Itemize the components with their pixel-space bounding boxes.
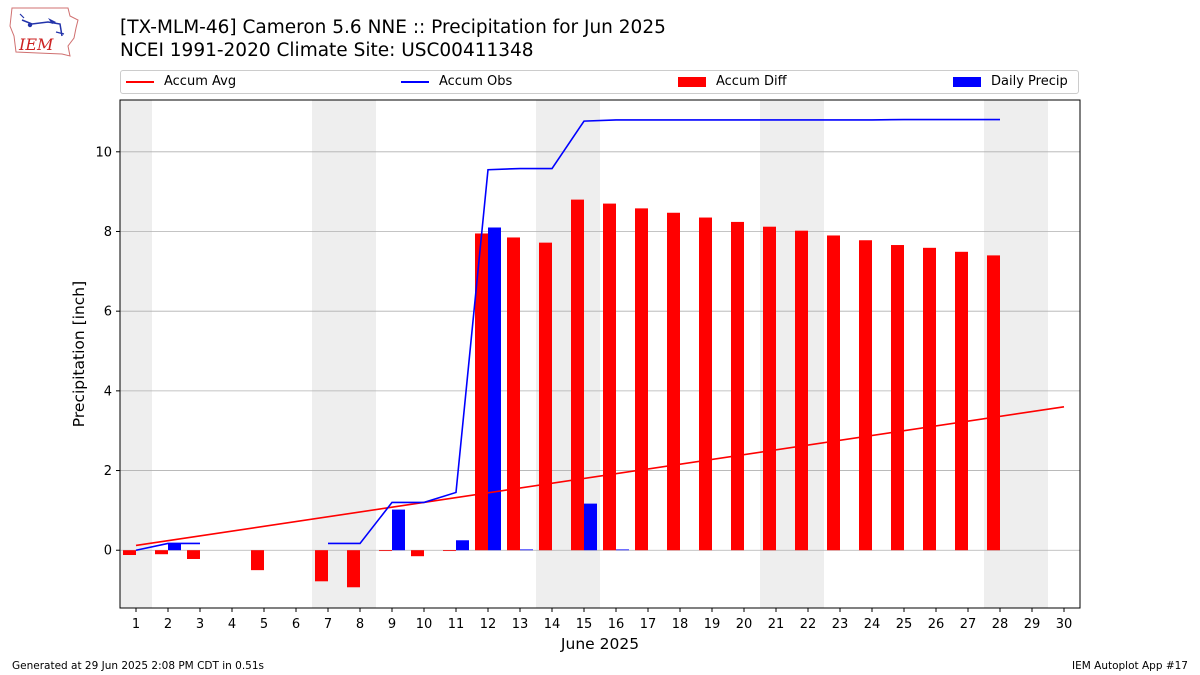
accum-diff-bar (539, 242, 552, 551)
x-tick-label: 15 (576, 617, 593, 632)
x-tick-label: 21 (768, 617, 785, 632)
x-tick-label: 19 (704, 617, 721, 632)
legend-item-accum-avg: Accum Avg (126, 74, 236, 92)
x-tick-label: 16 (608, 617, 625, 632)
accum-diff-bar (347, 550, 360, 588)
accum-diff-bar (763, 226, 776, 551)
legend-patch-swatch-icon (678, 76, 706, 87)
app-note: IEM Autoplot App #17 (1072, 660, 1188, 672)
accum-diff-bar (859, 240, 872, 551)
x-tick-label: 12 (480, 617, 497, 632)
accum-diff-bar (699, 217, 712, 551)
x-tick-label: 24 (864, 617, 881, 632)
accum-diff-bar (187, 550, 200, 559)
accum-diff-bar (795, 230, 808, 551)
legend-line-swatch-icon (401, 80, 429, 83)
x-tick-label: 9 (388, 617, 396, 632)
y-tick-label: 8 (104, 225, 112, 240)
accum-diff-bar (955, 251, 968, 551)
x-tick-label: 18 (672, 617, 689, 632)
legend-item-accum-diff: Accum Diff (678, 74, 787, 92)
weekend-band (312, 100, 376, 608)
accum-obs-line (328, 118, 1000, 545)
accum-diff-bar (827, 235, 840, 551)
daily-precip-bar (584, 503, 597, 551)
x-tick-label: 6 (292, 617, 300, 632)
daily-precip-bar (168, 543, 181, 551)
accum-diff-bar (315, 550, 328, 582)
accum-diff-bar (603, 203, 616, 551)
x-tick-label: 4 (228, 617, 236, 632)
accum-diff-bar (379, 550, 392, 552)
x-tick-label: 5 (260, 617, 268, 632)
accum-diff-bar (987, 255, 1000, 551)
accum-diff-bar (443, 550, 456, 552)
daily-precip-bar (456, 540, 469, 551)
accum-diff-bar (891, 245, 904, 551)
x-tick-label: 14 (544, 617, 561, 632)
svg-text:IEM: IEM (18, 35, 54, 54)
y-tick-label: 6 (104, 305, 112, 320)
plot-frame (119, 99, 1081, 609)
x-tick-label: 13 (512, 617, 529, 632)
accum-diff-bar (251, 550, 264, 571)
accum-diff-bar (923, 247, 936, 551)
x-tick-label: 26 (928, 617, 945, 632)
y-tick-label: 10 (95, 145, 112, 160)
y-tick-label: 4 (104, 384, 112, 399)
daily-precip-bar (616, 549, 629, 551)
x-tick-label: 3 (196, 617, 204, 632)
x-tick-label: 17 (640, 617, 657, 632)
x-tick-label: 30 (1056, 617, 1073, 632)
x-tick-label: 10 (416, 617, 433, 632)
x-tick-label: 23 (832, 617, 849, 632)
daily-precip-bar (488, 227, 501, 551)
x-tick-label: 1 (132, 617, 140, 632)
x-tick-label: 22 (800, 617, 817, 632)
x-tick-label: 28 (992, 617, 1009, 632)
accum-diff-bar (731, 221, 744, 551)
x-tick-label: 7 (324, 617, 332, 632)
x-tick-label: 11 (448, 617, 465, 632)
x-tick-label: 20 (736, 617, 753, 632)
y-axis-label: Precipitation [inch] (70, 281, 88, 427)
chart-legend: Accum Avg Accum Obs Accum Diff Daily Pre… (120, 70, 1079, 94)
generated-note: Generated at 29 Jun 2025 2:08 PM CDT in … (12, 660, 265, 672)
legend-item-daily-precip: Daily Precip (953, 74, 1068, 92)
weekend-band (120, 100, 152, 608)
accum-diff-bar (155, 550, 168, 555)
legend-line-swatch-icon (126, 80, 154, 83)
accum-diff-bar (475, 233, 488, 551)
accum-obs-line (135, 542, 200, 552)
legend-patch-swatch-icon (953, 76, 981, 87)
legend-item-accum-obs: Accum Obs (401, 74, 512, 92)
accum-diff-bar (571, 199, 584, 551)
chart-subtitle: NCEI 1991-2020 Climate Site: USC00411348 (120, 40, 534, 61)
accum-diff-bar (507, 237, 520, 551)
daily-precip-bar (392, 509, 405, 551)
accum-diff-bar (411, 550, 424, 557)
accum-avg-line (135, 406, 1065, 547)
y-tick-label: 2 (104, 464, 112, 479)
chart-title: [TX-MLM-46] Cameron 5.6 NNE :: Precipita… (120, 17, 666, 38)
x-tick-label: 25 (896, 617, 913, 632)
x-tick-label: 27 (960, 617, 977, 632)
iem-logo-icon: IEM (9, 7, 79, 57)
accum-diff-bar (123, 550, 136, 556)
y-tick-label: 0 (104, 544, 112, 559)
daily-precip-bar (520, 549, 533, 551)
x-axis-label: June 2025 (560, 635, 639, 653)
x-tick-label: 2 (164, 617, 172, 632)
accum-diff-bar (635, 208, 648, 551)
accum-diff-bar (667, 212, 680, 551)
x-tick-label: 29 (1024, 617, 1041, 632)
x-tick-label: 8 (356, 617, 364, 632)
